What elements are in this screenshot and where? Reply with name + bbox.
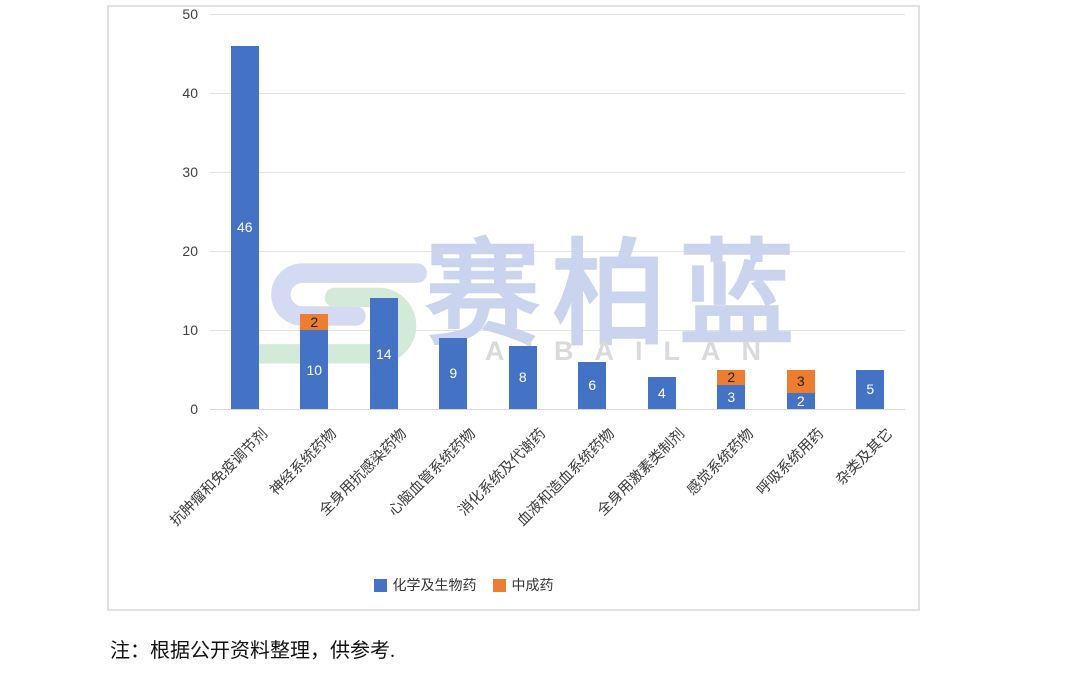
bar-segment: 2 [300,314,329,331]
bar-value-label: 6 [588,377,597,394]
bar-group: 4 [647,377,676,409]
gridline [210,250,905,252]
legend: 化学及生物药 中成药 [59,575,868,595]
y-axis-tick-label: 30 [182,164,198,180]
legend-label: 中成药 [511,577,554,593]
bar-value-label: 8 [518,369,527,386]
bar-value-label: 4 [657,385,666,402]
legend-label: 化学及生物药 [392,577,477,593]
note-text: 注：根据公开资料整理，供参考. [110,640,395,662]
bar-group: 8 [508,345,537,409]
bar-value-label: 5 [866,381,875,398]
bar-segment: 14 [369,298,398,409]
bar-segment: 46 [230,45,259,409]
bar-group: 46 [230,45,259,409]
legend-swatch [492,578,506,592]
bar-value-label: 14 [375,345,392,362]
bar-value-label: 2 [310,314,319,331]
bar-value-label: 9 [449,365,458,382]
bar-segment: 3 [717,385,746,409]
bar-value-label: 2 [727,369,736,386]
bar-value-label: 46 [236,219,253,236]
y-axis-tick-label: 0 [190,401,198,417]
plot-area: 0 10 20 30 40 50 46 抗肿瘤和免疫调节剂 10 2 神经系统药物 14 全身用抗感染药… [167,6,905,529]
bar-value-label: 3 [727,389,736,406]
legend-swatch [373,578,387,592]
y-axis-tick-label: 50 [182,6,198,22]
bar-group: 9 [439,337,468,409]
y-axis-tick-label: 20 [182,243,198,259]
y-axis-tick-label: 40 [182,85,198,101]
bar-group: 14 [369,298,398,409]
bar-value-label: 2 [796,393,805,410]
bar-group: 6 [578,361,607,409]
bar-segment: 9 [439,337,468,409]
bar-value-label: 10 [306,361,323,378]
bar-group: 10 2 [300,314,329,409]
bar-segment: 3 [786,369,815,394]
bar-segment: 8 [508,345,537,409]
y-axis-tick-label: 10 [182,322,198,338]
bar-segment: 10 [300,330,329,409]
bar-group: 5 [856,369,885,409]
bar-segment: 2 [786,393,815,410]
legend-item: 化学及生物药 [373,575,477,595]
gridline [210,13,905,15]
bar-segment: 4 [647,377,676,409]
bar-segment: 5 [856,369,885,409]
gridline [210,92,905,94]
legend-item: 中成药 [492,575,554,595]
gridline [210,329,905,331]
bar-segment: 6 [578,361,607,409]
bar-segment: 2 [717,369,746,386]
bar-value-label: 3 [796,373,805,390]
chart-card: 赛柏蓝 SAIBAILAN 0 10 20 30 40 50 46 抗肿瘤和免疫调节剂 10 2 神… [107,5,920,611]
gridline [210,408,905,410]
gridline [210,171,905,173]
